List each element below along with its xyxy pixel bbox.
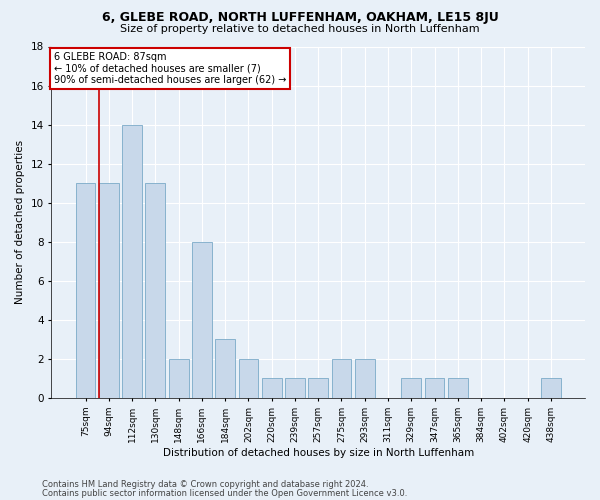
Bar (239, 359, 259, 398)
Bar (332, 359, 352, 398)
Bar (425, 378, 445, 398)
Bar (541, 378, 561, 398)
Bar (169, 359, 188, 398)
Bar (262, 378, 281, 398)
Bar (99, 183, 119, 398)
Bar (401, 378, 421, 398)
Text: 6 GLEBE ROAD: 87sqm
← 10% of detached houses are smaller (7)
90% of semi-detache: 6 GLEBE ROAD: 87sqm ← 10% of detached ho… (54, 52, 286, 85)
Bar (285, 378, 305, 398)
Text: Contains public sector information licensed under the Open Government Licence v3: Contains public sector information licen… (42, 488, 407, 498)
Text: Contains HM Land Registry data © Crown copyright and database right 2024.: Contains HM Land Registry data © Crown c… (42, 480, 368, 489)
Bar (145, 183, 165, 398)
Bar (448, 378, 467, 398)
Bar (192, 242, 212, 398)
Bar (76, 183, 95, 398)
Text: 6, GLEBE ROAD, NORTH LUFFENHAM, OAKHAM, LE15 8JU: 6, GLEBE ROAD, NORTH LUFFENHAM, OAKHAM, … (101, 12, 499, 24)
Text: Size of property relative to detached houses in North Luffenham: Size of property relative to detached ho… (120, 24, 480, 34)
Bar (215, 340, 235, 398)
Bar (122, 124, 142, 398)
X-axis label: Distribution of detached houses by size in North Luffenham: Distribution of detached houses by size … (163, 448, 474, 458)
Bar (355, 359, 374, 398)
Y-axis label: Number of detached properties: Number of detached properties (15, 140, 25, 304)
Bar (308, 378, 328, 398)
